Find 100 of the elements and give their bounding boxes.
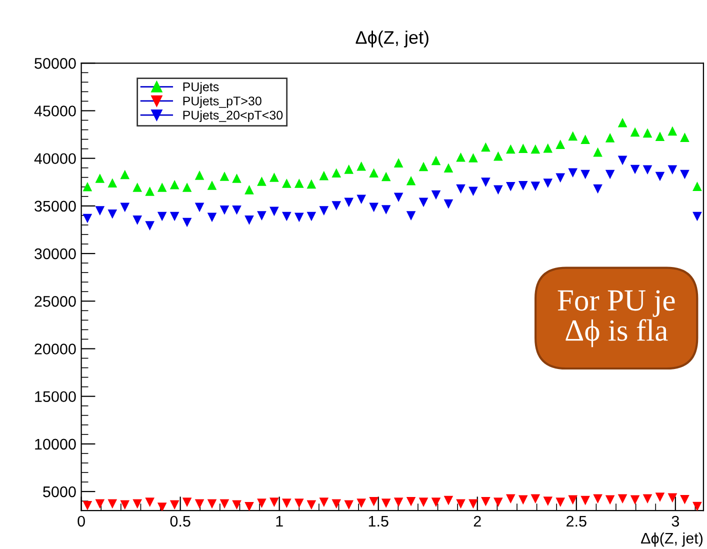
x-tick-label: 1 — [276, 516, 283, 527]
point — [642, 165, 652, 175]
point — [82, 214, 92, 224]
point — [468, 186, 478, 196]
point — [120, 202, 130, 212]
point — [444, 163, 454, 173]
point — [406, 211, 416, 220]
point — [593, 147, 602, 157]
point — [282, 212, 292, 222]
point — [356, 498, 366, 508]
point — [145, 186, 154, 196]
point — [332, 168, 342, 178]
point — [580, 170, 590, 180]
y-tick-label: 20000 — [34, 344, 76, 354]
point — [170, 180, 180, 190]
point — [170, 500, 180, 510]
point — [381, 172, 391, 182]
point — [369, 168, 378, 178]
point — [194, 499, 204, 509]
point — [568, 131, 578, 141]
point — [431, 156, 441, 166]
point — [332, 201, 342, 210]
point — [220, 172, 230, 181]
point — [618, 118, 628, 128]
point — [319, 170, 329, 180]
point — [270, 498, 279, 507]
point — [406, 176, 416, 186]
point — [257, 211, 266, 220]
point — [680, 170, 690, 180]
point — [680, 132, 690, 142]
point — [344, 500, 354, 510]
point — [82, 500, 92, 510]
y-tick-label: 10000 — [35, 438, 76, 450]
point — [580, 134, 590, 144]
point — [418, 498, 428, 507]
x-tick-label: 2.5 — [566, 516, 586, 527]
point — [306, 500, 316, 510]
point — [481, 178, 490, 187]
point — [108, 178, 118, 188]
point — [207, 180, 217, 190]
point — [232, 500, 242, 510]
point — [655, 132, 665, 141]
x-axis-title: Δϕ(Z, jet) — [641, 532, 703, 547]
y-tick-label: 35000 — [34, 200, 76, 212]
point — [157, 212, 167, 222]
point — [194, 202, 204, 212]
y-tick-label: 40000 — [34, 153, 76, 164]
y-tick-label: 25000 — [34, 296, 76, 307]
point — [369, 496, 378, 506]
point — [494, 151, 503, 161]
y-tick-label: 5000 — [43, 486, 76, 498]
point — [356, 161, 366, 171]
point — [244, 184, 254, 194]
point — [145, 498, 154, 507]
point — [518, 144, 528, 153]
point — [418, 162, 428, 172]
point — [244, 502, 254, 511]
point — [444, 199, 454, 209]
point — [369, 202, 378, 212]
point — [132, 216, 142, 225]
point — [207, 212, 217, 222]
point — [294, 498, 304, 508]
x-tick-label: 2 — [474, 516, 481, 527]
point — [294, 178, 304, 188]
legend-label: PUjets_pT>30 — [183, 96, 262, 108]
point — [506, 494, 516, 504]
point — [680, 494, 690, 504]
y-tick-label: 15000 — [35, 391, 76, 402]
point — [468, 153, 478, 162]
legend-label: PUjets — [183, 82, 219, 94]
point — [481, 142, 490, 152]
point — [556, 498, 566, 507]
point — [257, 498, 266, 508]
point — [543, 496, 553, 506]
point — [618, 156, 628, 166]
point — [244, 216, 254, 225]
y-tick-label: 30000 — [34, 248, 76, 260]
point — [580, 496, 590, 506]
point — [170, 212, 180, 222]
point — [456, 152, 466, 162]
point — [530, 144, 540, 154]
point — [306, 179, 316, 189]
y-tick-label: 45000 — [34, 106, 76, 116]
point — [543, 143, 553, 153]
point — [306, 212, 316, 222]
point — [556, 173, 566, 183]
point — [95, 174, 105, 183]
point — [481, 496, 490, 506]
point — [82, 182, 92, 192]
x-tick-label: 3 — [672, 516, 679, 527]
point — [568, 168, 578, 178]
point — [642, 128, 652, 138]
point — [630, 127, 640, 137]
point — [630, 495, 640, 505]
point — [157, 182, 167, 192]
point — [120, 500, 130, 510]
point — [381, 498, 391, 508]
point — [220, 499, 230, 509]
point — [593, 494, 602, 504]
point — [182, 182, 192, 192]
